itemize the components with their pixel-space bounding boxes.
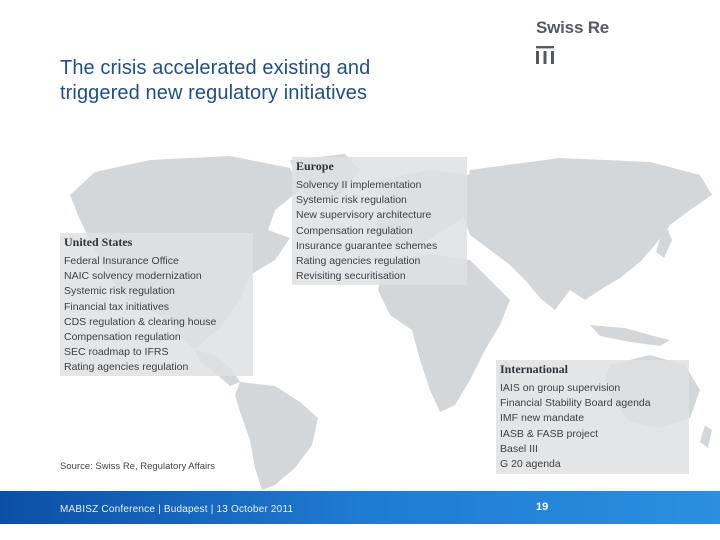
region-heading-international: International: [500, 362, 569, 376]
region-item: Revisiting securitisation: [296, 270, 406, 283]
slide-title: The crisis accelerated existing and trig…: [60, 56, 480, 106]
region-item: Solvency II implementation: [296, 179, 422, 191]
region-item: Basel III: [500, 442, 538, 455]
region-item: Financial Stability Board agenda: [500, 397, 651, 410]
brand-logo-text: Swiss Re: [536, 18, 610, 37]
region-item: Compensation regulation: [296, 224, 413, 237]
map-new-zealand: [700, 425, 712, 448]
region-item: Rating agencies regulation: [296, 255, 421, 268]
region-item: Systemic risk regulation: [64, 285, 175, 298]
region-item: SEC roadmap to IFRS: [64, 346, 169, 359]
map-asia: [462, 158, 712, 310]
region-box-international: International IAIS on group supervision …: [496, 360, 689, 474]
region-item: Insurance guarantee schemes: [296, 239, 438, 252]
region-item: IAIS on group supervision: [500, 382, 621, 394]
map-japan: [655, 222, 672, 258]
footer-bar: MABISZ Conference | Budapest | 13 Octobe…: [0, 491, 720, 524]
region-item: Compensation regulation: [64, 331, 181, 344]
map-africa: [378, 254, 510, 412]
map-south-america: [235, 382, 318, 490]
region-item: NAIC solvency modernization: [64, 270, 202, 283]
region-item: New supervisory architecture: [296, 209, 432, 222]
region-box-united-states: United States Federal Insurance Office N…: [60, 233, 253, 376]
region-heading-united-states: United States: [64, 235, 133, 249]
region-heading-europe: Europe: [296, 159, 334, 173]
region-item: IASB & FASB project: [500, 427, 599, 440]
region-item: Systemic risk regulation: [296, 194, 407, 207]
source-note: Source: Swiss Re, Regulatory Affairs: [60, 461, 216, 472]
footer-conference-label: MABISZ Conference | Budapest | 13 Octobe…: [60, 504, 294, 515]
page-number: 19: [536, 501, 549, 513]
region-item: Rating agencies regulation: [64, 361, 189, 374]
region-item: Federal Insurance Office: [64, 255, 179, 267]
swiss-re-logo-icon: [536, 46, 554, 64]
slide-title-line2: triggered new regulatory initiatives: [60, 82, 368, 104]
region-item: CDS regulation & clearing house: [64, 315, 217, 328]
region-box-europe: Europe Solvency II implementation System…: [292, 157, 467, 285]
region-item: IMF new mandate: [500, 412, 585, 425]
slide-title-line1: The crisis accelerated existing and: [60, 57, 371, 79]
region-item: G 20 agenda: [500, 458, 561, 471]
map-indonesia: [590, 325, 670, 346]
region-item: Financial tax initiatives: [64, 300, 170, 313]
